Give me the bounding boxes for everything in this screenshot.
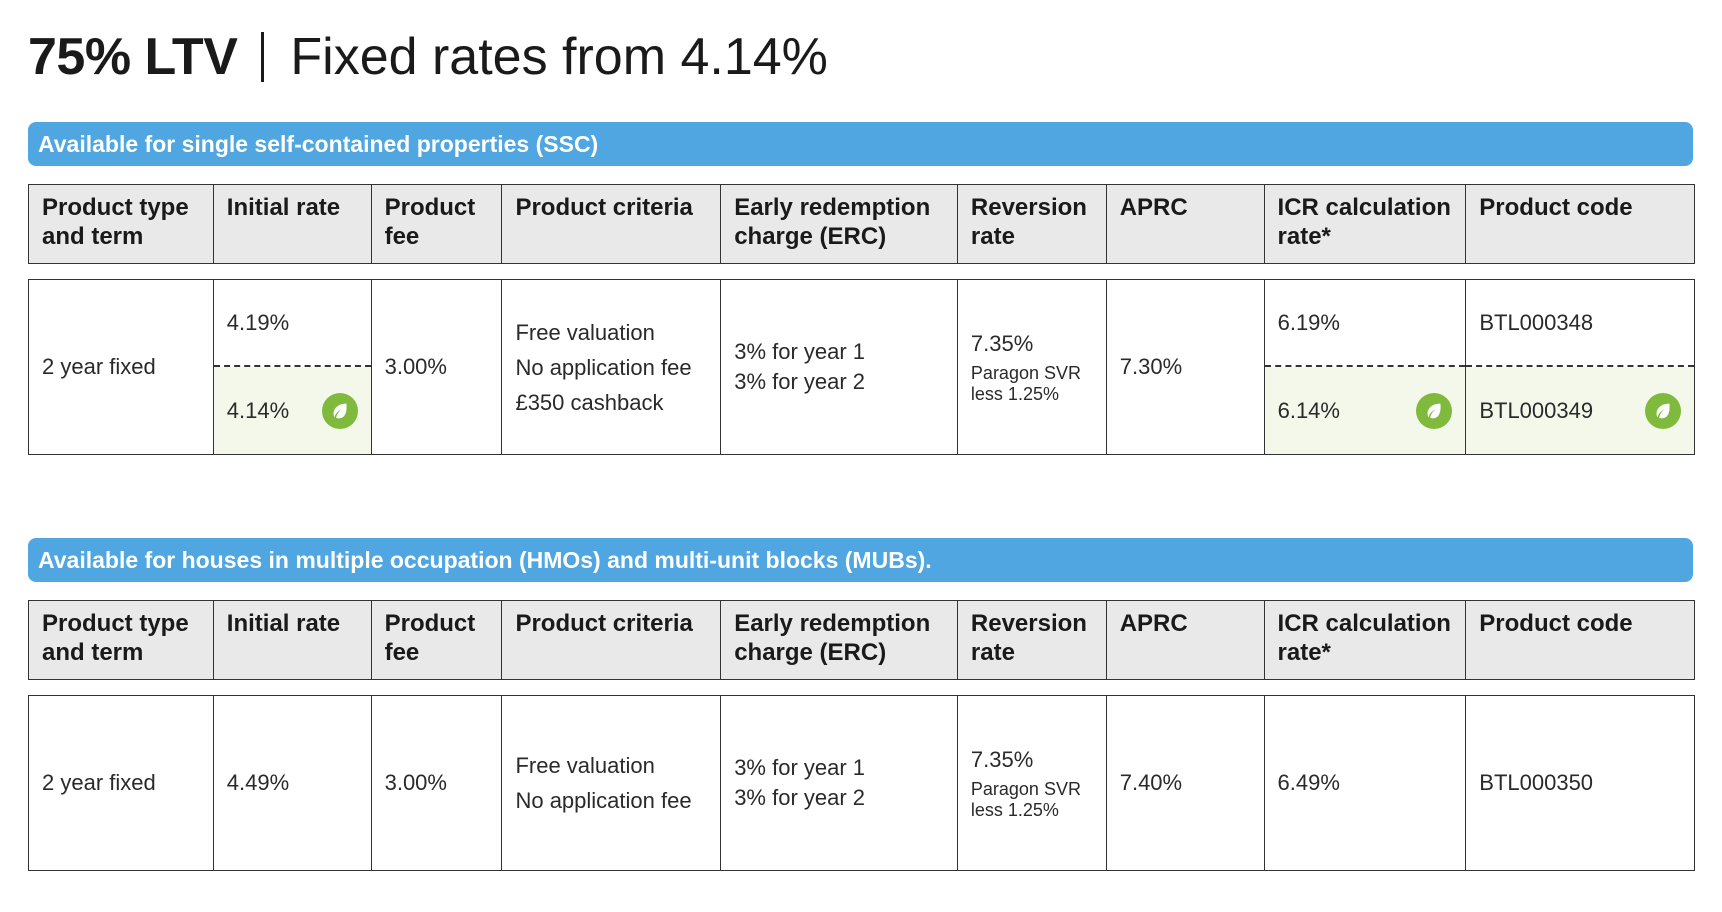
hmo-banner: Available for houses in multiple occupat… (28, 538, 1693, 582)
product-code-green-value: BTL000349 (1479, 397, 1594, 423)
header-product-type: Product type and term (42, 610, 189, 666)
ssc-banner: Available for single self-contained prop… (28, 122, 1693, 166)
ltv-heading: 75% LTV (28, 28, 238, 86)
header-product-code: Product code (1465, 601, 1694, 679)
cell-product-type: 2 year fixed (42, 770, 156, 795)
header-icr-rate: ICR calculation rate* (1263, 185, 1466, 263)
cell-aprc: 7.40% (1105, 696, 1264, 870)
header-product-code: Product code (1465, 185, 1694, 263)
leaf-icon (1645, 392, 1682, 429)
reversion-note: Paragon SVR less 1.25% (971, 779, 1093, 821)
cell-product-criteria: Free valuation No application fee £350 c… (501, 280, 720, 454)
cell-reversion-rate: 7.35% Paragon SVR less 1.25% (956, 280, 1106, 454)
page-title: 75% LTV Fixed rates from 4.14% (28, 22, 828, 92)
header-product-fee: Product fee (370, 185, 502, 263)
cell-icr-rate: 6.19% 6.14% (1263, 280, 1466, 454)
erc-item: 3% for year 2 (734, 785, 866, 810)
icr-rate-green: 6.14% (1264, 367, 1466, 454)
cell-icr-rate: 6.49% (1263, 696, 1466, 870)
reversion-note: Paragon SVR less 1.25% (971, 363, 1093, 405)
cell-reversion-rate: 7.35% Paragon SVR less 1.25% (956, 696, 1106, 870)
criteria-item: £350 cashback (515, 389, 664, 415)
reversion-value: 7.35% (970, 331, 1034, 356)
header-reversion-rate: Reversion rate (956, 185, 1106, 263)
erc-item: 3% for year 2 (734, 369, 866, 394)
cell-product-code: BTL000350 (1465, 696, 1694, 870)
header-erc: Early redemption charge (ERC) (720, 185, 957, 263)
reversion-note-line: Paragon SVR (970, 779, 1081, 799)
hmo-table-header: Product type and term Initial rate Produ… (28, 600, 1695, 680)
leaf-icon (321, 392, 358, 429)
cell-product-code: BTL000348 BTL000349 (1465, 280, 1695, 454)
initial-rate-green: 4.14% (213, 367, 371, 454)
header-product-fee: Product fee (370, 601, 502, 679)
initial-rate-green-value: 4.14% (226, 397, 290, 423)
reversion-note-line: less 1.25% (970, 800, 1059, 820)
table-row: 2 year fixed 4.49% 3.00% Free valuation … (28, 695, 1695, 871)
cell-erc: 3% for year 1 3% for year 2 (720, 696, 957, 870)
product-code-green: BTL000349 (1466, 367, 1695, 454)
icr-rate-standard: 6.19% (1264, 280, 1466, 367)
header-icr-rate: ICR calculation rate* (1263, 601, 1466, 679)
cell-product-fee: 3.00% (370, 280, 502, 454)
erc-item: 3% for year 1 (734, 755, 866, 780)
header-initial-rate: Initial rate (212, 185, 371, 263)
header-product-type: Product type and term (42, 194, 189, 250)
erc-item: 3% for year 1 (734, 339, 866, 364)
header-aprc: APRC (1105, 601, 1264, 679)
initial-rate-standard: 4.19% (213, 280, 371, 367)
criteria-item: No application fee (515, 788, 692, 813)
cell-product-type: 2 year fixed (42, 354, 156, 379)
header-erc: Early redemption charge (ERC) (720, 601, 957, 679)
header-product-criteria: Product criteria (501, 601, 720, 679)
ssc-table-header: Product type and term Initial rate Produ… (28, 184, 1695, 264)
reversion-value: 7.35% (970, 747, 1034, 772)
cell-product-fee: 3.00% (370, 696, 502, 870)
header-product-criteria: Product criteria (501, 185, 720, 263)
cell-erc: 3% for year 1 3% for year 2 (720, 280, 957, 454)
cell-initial-rate: 4.49% (212, 696, 371, 870)
cell-initial-rate: 4.19% 4.14% (212, 280, 371, 454)
header-initial-rate: Initial rate (212, 601, 371, 679)
product-code-standard: BTL000348 (1466, 280, 1695, 367)
icr-rate-green-value: 6.14% (1277, 397, 1340, 423)
criteria-item: Free valuation (515, 753, 655, 778)
reversion-note-line: less 1.25% (970, 384, 1059, 404)
criteria-item: No application fee (515, 354, 692, 380)
leaf-icon (1416, 392, 1453, 429)
cell-aprc: 7.30% (1105, 280, 1264, 454)
title-divider (261, 32, 265, 82)
header-aprc: APRC (1105, 185, 1264, 263)
table-row: 2 year fixed 4.19% 4.14% 3.00% Free valu… (28, 279, 1695, 455)
header-reversion-rate: Reversion rate (956, 601, 1106, 679)
reversion-note-line: Paragon SVR (970, 363, 1081, 383)
criteria-item: Free valuation (515, 319, 655, 345)
cell-product-criteria: Free valuation No application fee (501, 696, 720, 870)
rates-heading: Fixed rates from 4.14% (290, 28, 828, 86)
